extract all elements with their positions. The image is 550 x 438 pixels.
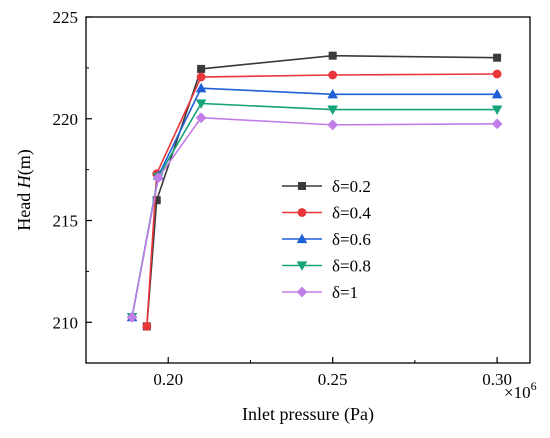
legend-item: δ=0.6 xyxy=(282,230,371,249)
data-point-circle xyxy=(297,208,307,217)
x-tick-label: 0.30 xyxy=(482,370,512,389)
y-tick-label: 220 xyxy=(53,110,79,129)
data-point-diamond xyxy=(327,119,339,131)
data-point-circle xyxy=(492,69,502,79)
x-axis-ticks: 0.20 0.25 0.30 xyxy=(153,357,512,389)
series-2 xyxy=(142,69,502,331)
y-tick-label: 210 xyxy=(53,313,79,332)
axes xyxy=(85,16,531,364)
data-point-circle xyxy=(196,72,206,82)
data-point-triangle-up xyxy=(296,233,308,244)
legend-label: δ=1 xyxy=(332,283,358,302)
data-point-triangle-up xyxy=(491,88,503,99)
series-line xyxy=(146,54,498,327)
legend: δ=0.2 δ=0.4 δ=0.6 δ=0.8 δ=1 xyxy=(282,177,371,302)
legend-item: δ=0.2 xyxy=(282,177,371,196)
series-line xyxy=(131,116,498,318)
x-tick-label: 0.25 xyxy=(318,370,348,389)
data-point-triangle-down xyxy=(296,261,308,271)
data-point-square xyxy=(297,181,306,190)
y-axis-label-unit: (m) xyxy=(14,149,35,175)
y-axis-label: Head H(m) xyxy=(14,149,35,230)
x-axis-multiplier-power: 6 xyxy=(531,379,537,393)
series-line xyxy=(146,73,498,327)
y-tick-label: 225 xyxy=(53,8,79,27)
data-point-diamond xyxy=(195,112,207,124)
data-point-diamond xyxy=(296,286,308,298)
legend-label: δ=0.6 xyxy=(332,230,371,249)
y-axis-ticks: 210 215 220 225 xyxy=(53,8,92,332)
series-4 xyxy=(126,99,503,323)
data-point-triangle-down xyxy=(195,99,207,109)
data-point-circle xyxy=(142,321,152,331)
data-point-triangle-down xyxy=(327,105,338,116)
data-point-triangle-up xyxy=(195,82,207,93)
x-axis-label: Inlet pressure (Pa) xyxy=(242,404,374,425)
data-point-circle xyxy=(328,70,338,80)
legend-item: δ=0.8 xyxy=(282,257,371,276)
data-point-square xyxy=(493,53,502,62)
data-point-diamond xyxy=(126,311,138,323)
plot-frame xyxy=(85,16,531,364)
y-tick-label: 215 xyxy=(53,212,79,231)
data-point-square xyxy=(328,51,337,60)
x-tick-label: 0.20 xyxy=(153,370,183,389)
data-point-diamond xyxy=(152,172,164,184)
legend-label: δ=0.4 xyxy=(332,204,371,223)
series-layer xyxy=(126,51,503,331)
data-point-triangle-up xyxy=(327,88,338,99)
legend-label: δ=0.2 xyxy=(332,177,371,196)
data-point-square xyxy=(197,64,206,73)
y-axis-label-variable: H xyxy=(14,174,34,189)
data-point-diamond xyxy=(491,118,503,130)
x-axis-multiplier: ×106 xyxy=(504,379,537,402)
series-5 xyxy=(126,112,503,323)
x-axis-multiplier-base: ×10 xyxy=(504,383,531,402)
legend-item: δ=0.4 xyxy=(282,204,371,223)
series-line xyxy=(131,102,498,318)
series-line xyxy=(131,87,498,318)
data-point-triangle-down xyxy=(491,105,503,116)
legend-item: δ=1 xyxy=(282,283,358,302)
y-axis-label-prefix: Head xyxy=(14,188,34,230)
legend-label: δ=0.8 xyxy=(332,257,371,276)
